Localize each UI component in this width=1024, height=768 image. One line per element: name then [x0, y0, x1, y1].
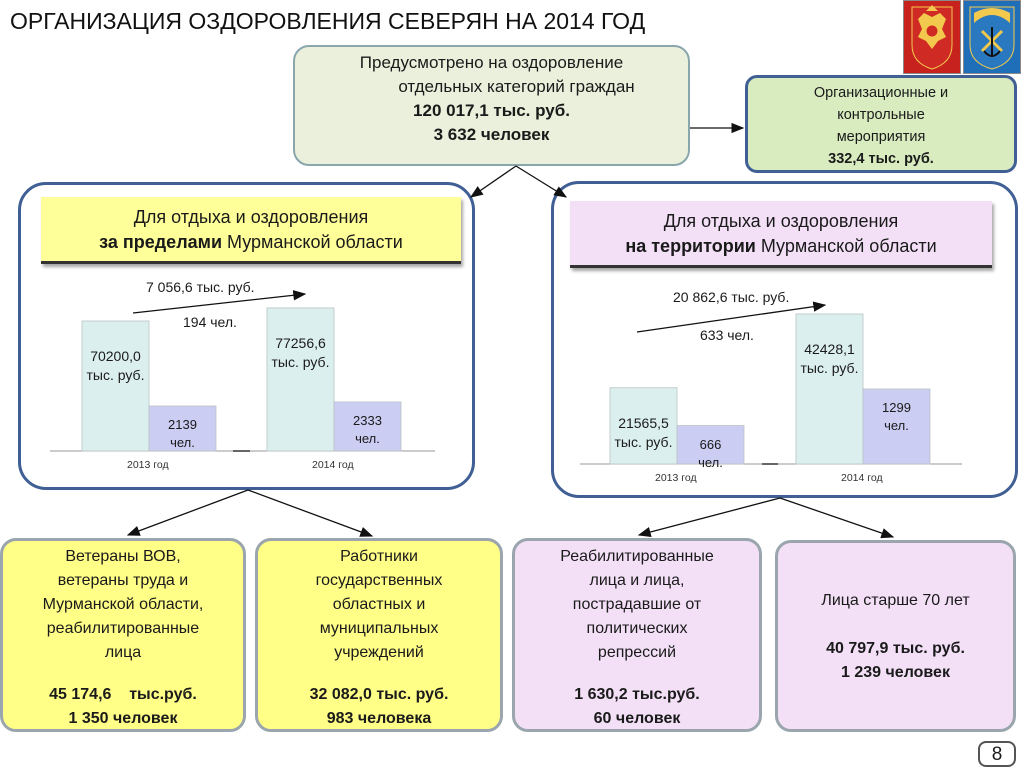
outside-delta-people: 194 чел. — [183, 314, 237, 330]
state-workers-line5: учреждений — [334, 644, 424, 661]
arrow-to-bottom-box-4 — [779, 497, 895, 539]
inside-region-header-bold: на территории — [625, 236, 756, 256]
page-title: ОРГАНИЗАЦИЯ ОЗДОРОВЛЕНИЯ СЕВЕРЯН НА 2014… — [10, 8, 646, 34]
org-measures-amount: 332,4 тыс. руб. — [828, 151, 934, 167]
page-number: 8 — [978, 741, 1016, 767]
elderly-box: Лица старше 70 лет 40 797,9 тыс. руб. 1 … — [775, 540, 1016, 732]
outside-category-1: 2014 год — [312, 459, 354, 471]
state-workers-line4: муниципальных — [319, 620, 439, 637]
elderly-amount: 40 797,9 тыс. руб. — [826, 640, 965, 657]
org-measures-line1: Организационные и — [813, 85, 949, 101]
outside-region-header-bold: за пределами — [99, 232, 223, 252]
veterans-line5: лица — [104, 644, 142, 661]
arrow-to-bottom-box-1 — [126, 489, 249, 536]
repressed-line4: политических — [586, 620, 688, 637]
org-measures-box: Организационные и контрольные мероприяти… — [745, 75, 1017, 173]
state-workers-line2: государственных — [315, 572, 443, 589]
inside-bar-label-money-0: 21565,5 тыс. руб. — [614, 414, 673, 450]
repressed-line1: Реабилитированные — [560, 548, 714, 565]
outside-region-header-line1: Для отдыха и оздоровления — [133, 207, 369, 227]
veterans-line4: реабилитированные — [46, 620, 200, 637]
total-summary-line1: Предусмотрено на оздоровление — [359, 53, 624, 72]
veterans-line2: ветераны труда и — [57, 572, 189, 589]
state-workers-box: Работники государственных областных и му… — [255, 538, 503, 732]
inside-delta-money: 20 862,6 тыс. руб. — [673, 289, 790, 305]
state-workers-line3: областных и — [332, 596, 426, 613]
outside-delta-money: 7 056,6 тыс. руб. — [146, 279, 255, 295]
murmansk-coat-of-arms-icon — [963, 0, 1021, 74]
org-measures-line3: мероприятия — [836, 129, 926, 145]
outside-region-header: Для отдыха и оздоровления за пределами М… — [41, 197, 461, 264]
state-workers-people: 983 человека — [326, 710, 432, 727]
elderly-people: 1 239 человек — [841, 664, 950, 681]
outside-bar-label-people-1: 2333 чел. — [353, 412, 382, 446]
inside-region-header-line1: Для отдыха и оздоровления — [663, 211, 899, 231]
veterans-box: Ветераны ВОВ, ветераны труда и Мурманско… — [0, 538, 246, 732]
inside-region-header-rest: Мурманской области — [755, 236, 937, 256]
inside-bar-label-people-0: 666 чел. — [698, 436, 723, 470]
inside-region-header: Для отдыха и оздоровления на территории … — [570, 201, 992, 268]
org-measures-line2: контрольные — [837, 107, 925, 123]
repressed-line2: лица и лица, — [589, 572, 685, 589]
state-workers-amount: 32 082,0 тыс. руб. — [309, 686, 449, 703]
total-summary-amount: 120 017,1 тыс. руб. — [413, 101, 570, 120]
state-workers-line1: Работники — [340, 548, 418, 565]
outside-bar-label-money-1: 77256,6 тыс. руб. — [271, 334, 330, 370]
outside-bar-label-money-0: 70200,0 тыс. руб. — [86, 348, 145, 383]
inside-delta-people: 633 чел. — [700, 327, 754, 343]
outside-region-header-rest: Мурманской области — [222, 232, 403, 252]
inside-category-0: 2013 год — [655, 472, 697, 484]
inside-category-1: 2014 год — [841, 472, 883, 484]
veterans-amount: 45 174,6 тыс.руб. — [49, 686, 197, 703]
arrow-to-outside-panel — [469, 165, 517, 198]
repressed-line3: пострадавшие от — [572, 596, 702, 613]
total-summary-people: 3 632 человек — [433, 125, 550, 144]
total-summary-line2: отдельных категорий граждан — [398, 77, 635, 96]
arrow-to-bottom-box-3 — [637, 497, 781, 538]
veterans-line1: Ветераны ВОВ, — [65, 548, 181, 565]
repressed-line5: репрессий — [597, 644, 677, 661]
veterans-people: 1 350 человек — [68, 710, 178, 727]
repressed-box: Реабилитированные лица и лица, пострадав… — [512, 538, 762, 732]
inside-bar-label-people-1: 1299 чел. — [882, 400, 911, 433]
total-summary-box: Предусмотрено на оздоровление отдельных … — [293, 45, 690, 166]
russia-coat-of-arms-icon — [903, 0, 961, 74]
outside-bar-label-people-0: 2139 чел. — [168, 417, 197, 450]
inside-bar-label-money-1: 42428,1 тыс. руб. — [800, 341, 859, 376]
outside-category-0: 2013 год — [127, 459, 169, 471]
arrow-to-bottom-box-2 — [247, 489, 374, 537]
repressed-people: 60 человек — [593, 710, 681, 727]
repressed-amount: 1 630,2 тыс.руб. — [574, 686, 700, 703]
elderly-line1: Лица старше 70 лет — [821, 592, 970, 609]
veterans-line3: Мурманской области, — [42, 596, 204, 613]
